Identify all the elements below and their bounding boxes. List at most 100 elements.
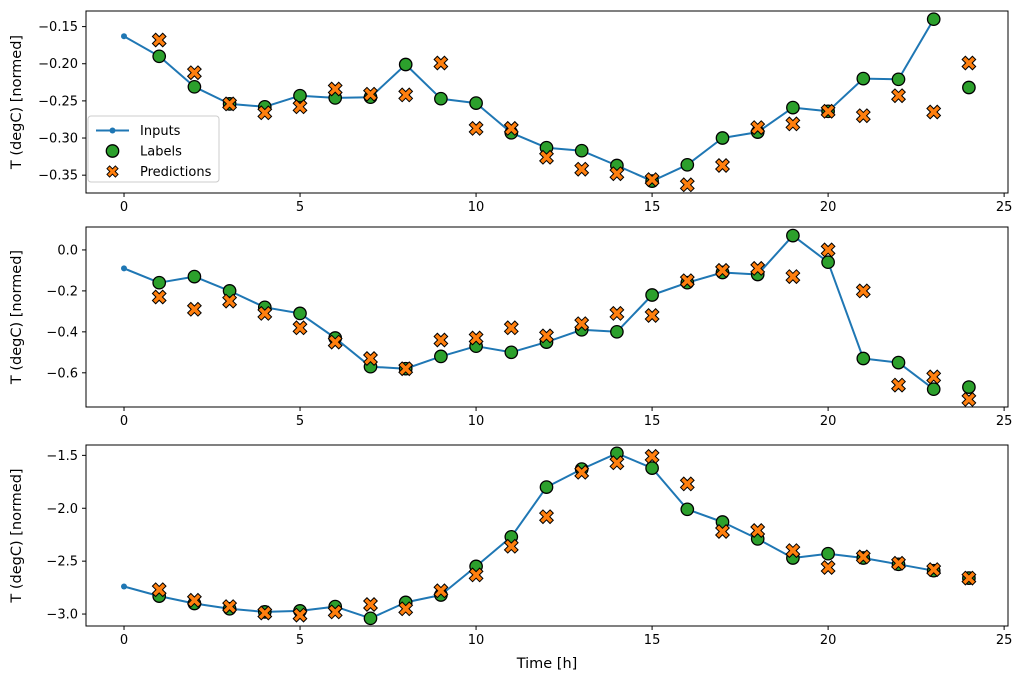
labels-circle-marker [645, 288, 659, 302]
predictions-x-marker [222, 293, 238, 309]
x-tick-label: 5 [296, 633, 304, 648]
subplot-3: 0 5 10 15 20 25 −1.5 −2.0 −2.5 −3.0 T (degC) [norm… [9, 444, 1013, 672]
predictions-x-marker [820, 560, 836, 575]
predictions-x-marker [750, 120, 766, 136]
predictions-x-marker [468, 330, 484, 346]
x-tick-label: 25 [996, 633, 1013, 648]
labels-circle-marker [856, 351, 871, 366]
legend-label: Labels [140, 145, 182, 160]
predictions-x-marker [785, 543, 801, 559]
labels-circle-marker [680, 502, 695, 517]
predictions-x-marker [891, 377, 906, 393]
predictions-x-marker [961, 55, 977, 71]
legend-label: Predictions [140, 165, 212, 180]
predictions-x-marker [785, 116, 801, 132]
x-tick-label: 20 [820, 200, 837, 215]
predictions-x-marker [961, 391, 977, 407]
predictions-x-marker [151, 289, 167, 305]
axes-frame [85, 10, 1009, 194]
predictions-x-marker [785, 269, 801, 285]
predictions-x-marker [644, 448, 660, 464]
predictions-x-marker [257, 305, 273, 321]
predictions-x-marker [715, 524, 730, 539]
predictions-x-marker [151, 582, 167, 598]
labels-circle-marker [363, 611, 378, 626]
predictions-x-marker [292, 320, 308, 336]
predictions-scatter-series [151, 448, 977, 623]
axes-frame [85, 226, 1009, 408]
predictions-x-marker [820, 103, 836, 119]
y-tick-label: −0.4 [46, 325, 78, 340]
x-axis-title: Time [h] [516, 656, 578, 672]
predictions-x-marker [574, 161, 590, 177]
predictions-x-marker [750, 523, 766, 538]
predictions-x-marker [891, 88, 906, 104]
y-axis-title: T (degC) [normed] [9, 468, 25, 603]
predictions-x-marker [679, 177, 695, 193]
predictions-x-marker [222, 96, 238, 112]
labels-circle-marker [821, 546, 835, 561]
labels-circle-marker [680, 157, 695, 172]
legend-box [87, 115, 220, 183]
predictions-x-marker [609, 455, 625, 471]
labels-circle-marker [222, 284, 237, 298]
predictions-x-marker [292, 607, 308, 623]
labels-circle-marker [293, 306, 307, 321]
y-tick-label: −1.5 [46, 449, 78, 464]
predictions-x-marker [433, 583, 449, 599]
predictions-x-marker [363, 351, 378, 366]
legend-circle-sample [105, 144, 120, 158]
predictions-x-marker [327, 81, 343, 97]
predictions-x-marker [820, 242, 836, 258]
predictions-x-marker [468, 567, 484, 583]
predictions-x-marker [644, 308, 660, 323]
labels-circle-marker [821, 255, 835, 270]
labels-circle-marker [962, 380, 976, 394]
labels-circle-marker [891, 72, 906, 87]
predictions-x-marker [186, 592, 202, 608]
predictions-x-marker [855, 283, 871, 299]
y-tick-label: −0.15 [38, 20, 78, 35]
y-tick-label: −0.20 [38, 57, 78, 72]
labels-circle-marker [469, 96, 483, 110]
predictions-x-marker [503, 120, 519, 136]
inputs-point-marker [121, 583, 127, 590]
x-tick-label: 10 [468, 414, 485, 429]
x-axis: 0 5 10 15 20 25 [120, 193, 1013, 215]
predictions-x-marker [468, 120, 484, 136]
predictions-x-marker [257, 105, 273, 121]
x-tick-label: 0 [120, 633, 128, 648]
predictions-x-marker [574, 316, 590, 332]
predictions-x-marker [609, 305, 625, 321]
inputs-point-marker [121, 33, 127, 40]
predictions-x-marker [750, 260, 766, 276]
labels-circle-marker [434, 91, 448, 106]
y-tick-label: −3.0 [46, 608, 78, 623]
labels-circle-marker [152, 275, 167, 290]
y-tick-label: 0.0 [57, 243, 78, 258]
labels-circle-marker [926, 382, 941, 397]
y-tick-label: −0.6 [46, 366, 78, 381]
labels-circle-marker [926, 12, 941, 27]
y-tick-label: −0.2 [46, 284, 78, 299]
x-tick-label: 0 [120, 200, 128, 215]
x-tick-label: 25 [996, 414, 1013, 429]
y-tick-label: −0.30 [38, 132, 78, 147]
labels-circle-marker [187, 269, 202, 284]
predictions-x-marker [433, 55, 449, 71]
x-tick-label: 15 [644, 414, 661, 429]
x-axis: 0 5 10 15 20 25 [120, 626, 1013, 648]
x-tick-label: 25 [996, 200, 1013, 215]
predictions-x-marker [292, 99, 308, 115]
labels-circle-marker [645, 461, 659, 475]
predictions-x-marker [433, 332, 449, 348]
inputs-point-marker [121, 265, 127, 272]
y-axis-title: T (degC) [normed] [9, 35, 25, 170]
predictions-x-marker [186, 65, 202, 81]
predictions-x-marker [891, 555, 906, 571]
predictions-x-marker [327, 334, 343, 350]
labels-circle-marker [574, 143, 589, 158]
predictions-x-marker [539, 149, 554, 165]
predictions-x-marker [644, 172, 660, 188]
predictions-x-marker [926, 369, 942, 385]
